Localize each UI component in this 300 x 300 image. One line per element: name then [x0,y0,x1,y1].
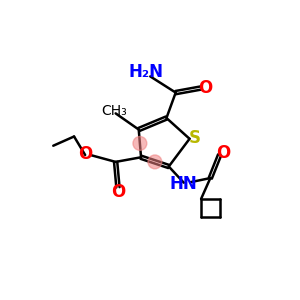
Text: HN: HN [169,175,197,193]
Text: CH₃: CH₃ [102,103,128,118]
Text: O: O [198,79,212,97]
Circle shape [148,155,162,169]
Text: S: S [189,129,201,147]
Text: O: O [78,145,92,163]
Text: O: O [111,183,125,201]
Text: H₂N: H₂N [129,63,164,81]
Circle shape [133,136,147,150]
Text: O: O [217,144,231,162]
